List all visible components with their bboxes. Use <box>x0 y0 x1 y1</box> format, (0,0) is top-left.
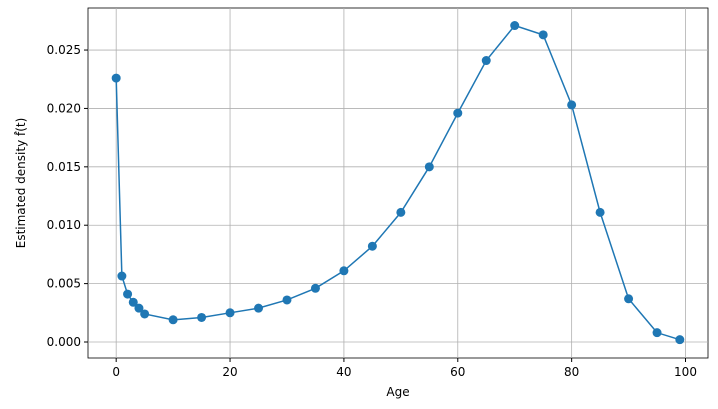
x-tick-label: 100 <box>674 365 697 379</box>
marker <box>225 308 235 318</box>
y-tick-label: 0.025 <box>47 43 81 57</box>
marker <box>481 56 491 66</box>
marker <box>123 289 133 299</box>
marker <box>111 73 121 83</box>
y-tick-label: 0.005 <box>47 277 81 291</box>
y-tick-label: 0.000 <box>47 335 81 349</box>
x-axis-label: Age <box>386 385 409 399</box>
y-tick-label: 0.010 <box>47 218 81 232</box>
marker <box>453 108 463 118</box>
marker <box>367 241 377 251</box>
marker <box>595 207 605 217</box>
plot-frame <box>87 7 709 359</box>
x-tick-label: 40 <box>336 365 351 379</box>
x-tick-label: 20 <box>222 365 237 379</box>
marker <box>538 30 548 40</box>
marker <box>197 312 207 322</box>
marker <box>310 283 320 293</box>
marker <box>140 309 150 319</box>
y-tick-label: 0.015 <box>47 160 81 174</box>
marker <box>339 266 349 276</box>
marker <box>510 21 520 31</box>
marker <box>128 297 138 307</box>
marker <box>624 294 634 304</box>
marker <box>396 207 406 217</box>
marker <box>168 315 178 325</box>
marker <box>424 162 434 172</box>
line <box>115 24 681 341</box>
marker <box>254 303 264 313</box>
y-tick-label: 0.020 <box>47 101 81 115</box>
x-tick-label: 80 <box>564 365 579 379</box>
marker <box>652 328 662 338</box>
marker <box>134 303 144 313</box>
y-axis-label: Estimated density f̂(t) <box>14 118 28 249</box>
marker <box>117 271 127 281</box>
x-tick-label: 0 <box>112 365 120 379</box>
marker <box>567 100 577 110</box>
marker <box>282 295 292 305</box>
marker <box>675 335 685 345</box>
x-tick-label: 60 <box>450 365 465 379</box>
